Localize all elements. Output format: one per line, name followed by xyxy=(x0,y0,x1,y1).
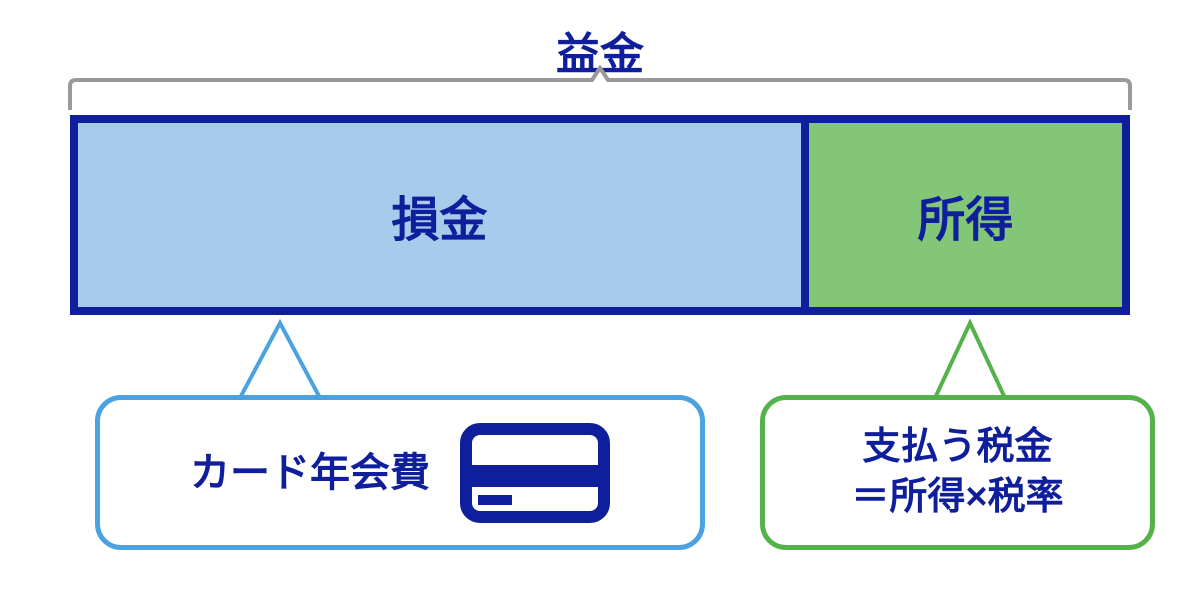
callout-card-fee: カード年会費 xyxy=(95,395,705,550)
callout-tax-text: 支払う税金 ＝所得×税率 xyxy=(851,423,1063,522)
diagram-stage: 益金 損金 所得 カード年会費 支払う税金 ＝所得×税率 xyxy=(0,0,1200,610)
credit-card-icon xyxy=(460,423,610,523)
callout-tax: 支払う税金 ＝所得×税率 xyxy=(760,395,1155,550)
callout-card-fee-text: カード年会費 xyxy=(190,447,430,499)
